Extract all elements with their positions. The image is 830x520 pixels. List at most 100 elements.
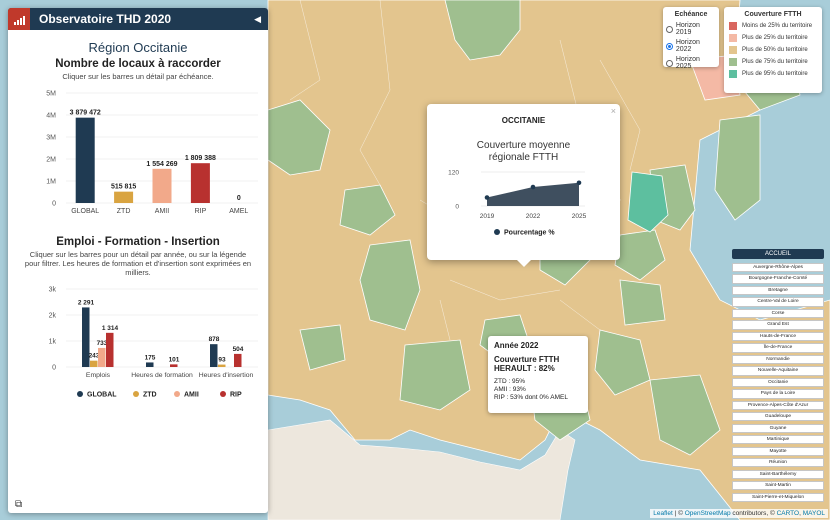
- locaux-bar-chart[interactable]: 0 1M 2M 3M 4M 5M 3 879 472 GLOBAL 515 815 ZTD 1 55…: [8, 81, 268, 221]
- y-tick-label: 120: [448, 170, 459, 177]
- legend-label: ZTD: [143, 392, 157, 399]
- y-tick-label: 1k: [49, 339, 57, 346]
- y-tick-label: 3k: [49, 287, 57, 294]
- region-button[interactable]: Normandie: [732, 354, 824, 365]
- bar-rip[interactable]: [234, 353, 242, 367]
- x-tick-label: 2022: [526, 213, 541, 220]
- region-button[interactable]: Saint-Martin: [732, 481, 824, 491]
- mayol-link[interactable]: MAYOL: [802, 510, 825, 517]
- y-tick-label: 2k: [49, 313, 57, 320]
- y-tick-label: 0: [52, 201, 56, 208]
- legend-label: Plus de 95% du territoire: [742, 71, 808, 77]
- region-button[interactable]: Occitanie: [732, 377, 824, 388]
- x-tick-label: Heures de formation: [131, 372, 193, 379]
- tooltip-ztd: ZTD : 95%: [494, 378, 526, 385]
- close-icon[interactable]: ×: [610, 106, 616, 116]
- horizon-option-2022[interactable]: Horizon 2022: [666, 39, 716, 53]
- map-attribution: Leaflet | © OpenStreetMap contributors, …: [650, 509, 828, 518]
- chart2-title: Emploi - Formation - Insertion: [56, 236, 220, 248]
- department-tooltip: Année 2022 Couverture FTTH HERAULT : 82%…: [488, 336, 588, 413]
- region-button[interactable]: Saint-Pierre-et-Miquelon: [732, 492, 824, 502]
- legend-label: Plus de 75% du territoire: [742, 59, 808, 65]
- coverage-area-chart[interactable]: 0 120 2019 2022 2025 Pourcentage %: [427, 164, 620, 244]
- region-button[interactable]: Île-de-France: [732, 343, 824, 353]
- data-label: 2 291: [78, 299, 95, 306]
- tooltip-line2: HERAULT : 82%: [494, 364, 555, 373]
- horizon-option-2019[interactable]: Horizon 2019: [666, 22, 716, 36]
- region-button[interactable]: Pays de la Loire: [732, 389, 824, 399]
- y-tick-label: 0: [455, 204, 459, 211]
- horizon-selector: Echéance Horizon 2019 Horizon 2022 Horiz…: [663, 7, 719, 70]
- region-button[interactable]: Grand Est: [732, 320, 824, 330]
- data-label: 101: [169, 356, 180, 363]
- data-label: 515 815: [111, 184, 136, 191]
- x-tick-label: ZTD: [117, 208, 131, 215]
- bar-ztd[interactable]: [114, 191, 134, 203]
- radio-icon[interactable]: [666, 59, 673, 67]
- region-button[interactable]: Mayotte: [732, 446, 824, 456]
- region-list: ACCUEIL Auvergne-Rhône-Alpes Bourgogne-Fr…: [732, 249, 824, 504]
- y-tick-label: 0: [52, 365, 56, 372]
- bar-ztd[interactable]: [90, 360, 98, 367]
- carto-link[interactable]: CARTO: [776, 510, 800, 517]
- external-link-icon[interactable]: ⧉: [15, 499, 23, 510]
- region-button[interactable]: Nouvelle-Aquitaine: [732, 366, 824, 376]
- region-button[interactable]: Bourgogne-Franche-Comté: [732, 274, 824, 284]
- osm-link[interactable]: OpenStreetMap: [684, 510, 731, 517]
- bar-global[interactable]: [82, 307, 90, 367]
- region-button[interactable]: Martinique: [732, 435, 824, 445]
- region-button[interactable]: Provence-Alpes-Côte d'Azur: [732, 400, 824, 410]
- legend-marker: [77, 391, 83, 397]
- y-tick-label: 4M: [46, 113, 56, 120]
- legend-marker: [220, 391, 226, 397]
- collapse-icon[interactable]: ◀: [254, 13, 261, 24]
- ftth-legend-title: Couverture FTTH: [744, 11, 802, 18]
- signal-logo-icon: [8, 8, 30, 30]
- bar-global[interactable]: [146, 362, 154, 367]
- bar-rip[interactable]: [106, 332, 114, 367]
- region-button[interactable]: Auvergne-Rhône-Alpes: [732, 263, 824, 273]
- bar-global[interactable]: [210, 344, 218, 367]
- data-label: 3 879 472: [70, 110, 101, 117]
- x-tick-label: AMII: [155, 208, 169, 215]
- horizon-title: Echéance: [674, 11, 708, 18]
- region-button[interactable]: Corse: [732, 308, 824, 319]
- x-tick-label: Emplois: [86, 372, 111, 379]
- y-tick-label: 1M: [46, 179, 56, 186]
- y-tick-label: 2M: [46, 157, 56, 164]
- legend-label: Pourcentage %: [504, 230, 555, 237]
- data-point: [576, 180, 582, 186]
- bar-rip[interactable]: [170, 364, 178, 367]
- radio-icon[interactable]: [666, 42, 673, 50]
- data-point: [484, 195, 490, 200]
- panel-title: Observatoire THD 2020: [39, 12, 172, 26]
- bar-rip[interactable]: [190, 163, 210, 203]
- region-button[interactable]: Hauts-de-France: [732, 331, 824, 342]
- region-button[interactable]: Saint-Barthélemy: [732, 469, 824, 479]
- legend-label: Plus de 25% du territoire: [742, 35, 808, 41]
- y-tick-label: 5M: [46, 91, 56, 98]
- region-button[interactable]: Guadeloupe: [732, 412, 824, 422]
- bar-amii[interactable]: [152, 168, 172, 203]
- bar-amii[interactable]: [98, 347, 106, 367]
- legend-marker: [174, 391, 180, 397]
- region-button[interactable]: Centre-Val de Loire: [732, 297, 824, 307]
- ftth-legend-item: Plus de 95% du territoire: [729, 70, 817, 78]
- leaflet-link[interactable]: Leaflet: [653, 510, 673, 517]
- legend-swatch: [729, 70, 737, 78]
- legend-swatch: [729, 46, 737, 54]
- region-button[interactable]: Bretagne: [732, 285, 824, 296]
- region-button[interactable]: Réunion: [732, 458, 824, 468]
- horizon-option-2025[interactable]: Horizon 2025: [666, 56, 716, 70]
- bar-global[interactable]: [75, 117, 95, 203]
- legend-label: Moins de 25% du territoire: [742, 23, 813, 29]
- data-label: 1 554 269: [146, 161, 177, 168]
- radio-icon[interactable]: [666, 25, 673, 33]
- data-point: [530, 184, 536, 190]
- ftth-legend-item: Plus de 50% du territoire: [729, 46, 817, 54]
- accueil-button[interactable]: ACCUEIL: [732, 249, 824, 259]
- tooltip-year: Année 2022: [494, 341, 539, 350]
- bar-ztd[interactable]: [218, 364, 226, 367]
- emploi-bar-chart[interactable]: 0 1k 2k 3k 2 291 243 733 1 314 Emplois 175 101 Heur…: [8, 277, 268, 407]
- region-button[interactable]: Guyane: [732, 423, 824, 433]
